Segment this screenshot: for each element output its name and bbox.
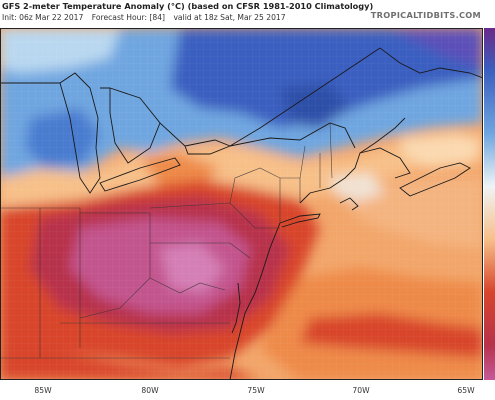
lake-huron-outline (109, 87, 161, 164)
lake-ontario-outline (184, 139, 232, 155)
us-canada-border (0, 82, 356, 149)
forecast-hour: Forecast Hour: [84] (91, 13, 166, 22)
map-outlines (0, 47, 483, 380)
state-border-8 (299, 122, 333, 188)
bay-of-fundy-outline (359, 147, 411, 179)
map-grid-texture (0, 28, 483, 380)
longitude-label-85w: 85W (34, 386, 52, 395)
longitude-axis: 85W 80W 75W 70W 65W (0, 382, 483, 400)
state-border-1 (0, 207, 81, 348)
state-border-6 (229, 167, 281, 223)
lake-michigan-outline (59, 72, 101, 194)
gulf-coast-north (379, 47, 483, 79)
state-borders (0, 122, 333, 359)
st-lawrence-river (229, 47, 381, 147)
color-scale-bar (484, 28, 495, 380)
temperature-anomaly-map (0, 28, 483, 380)
longitude-label-65w: 65W (457, 386, 475, 395)
valid-time: valid at 18z Sat, Mar 25 2017 (173, 13, 286, 22)
new-england-coast (299, 117, 406, 204)
long-island-outline (279, 213, 321, 228)
lake-erie-outline (99, 157, 181, 192)
forecast-info: Init: 06z Mar 22 2017 Forecast Hour: [84… (2, 13, 292, 22)
color-scale-gradient (484, 28, 495, 380)
init-time: Init: 06z Mar 22 2017 (2, 13, 84, 22)
nova-scotia-outline (399, 162, 471, 197)
state-border-11 (149, 277, 226, 294)
longitude-label-70w: 70W (352, 386, 370, 395)
longitude-label-80w: 80W (141, 386, 159, 395)
site-brand: TROPICALTIDBITS.COM (370, 10, 481, 20)
cape-cod-outline (339, 197, 359, 211)
chesapeake-bay-outline (231, 282, 241, 334)
map-header: GFS 2-meter Temperature Anomaly (°C) (ba… (0, 0, 495, 28)
longitude-label-75w: 75W (247, 386, 265, 395)
map-frame (0, 28, 483, 380)
atlantic-coast (229, 222, 281, 380)
map-title: GFS 2-meter Temperature Anomaly (°C) (ba… (2, 1, 374, 11)
state-border-5 (150, 242, 251, 259)
state-border-4 (149, 202, 280, 229)
